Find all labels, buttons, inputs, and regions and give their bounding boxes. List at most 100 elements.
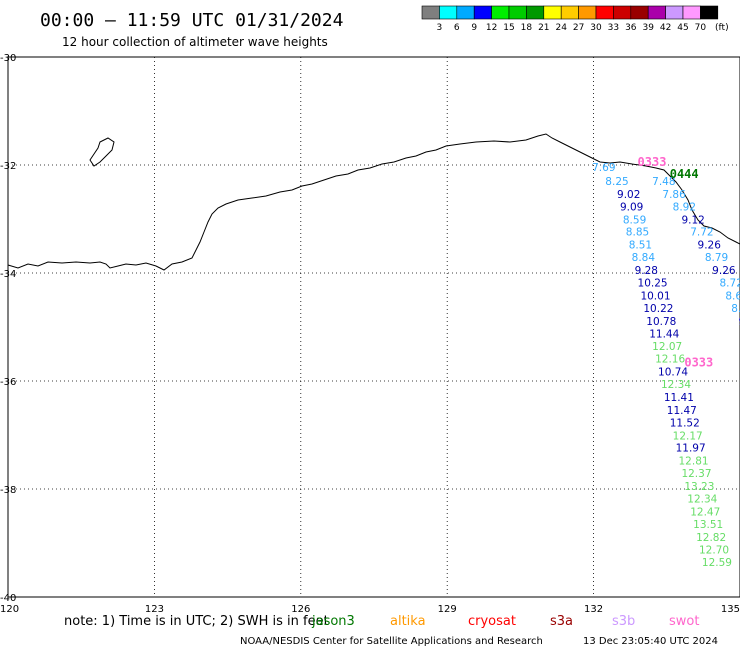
scale-label: 12 [486, 23, 497, 33]
scale-swatch [630, 5, 649, 20]
scale-label: 42 [660, 23, 671, 33]
wave-height-label: 8.79 [705, 252, 728, 264]
scale-swatch [508, 5, 527, 20]
wave-height-label: 12.82 [696, 532, 726, 544]
track-time-tag: 0444 [670, 167, 699, 181]
wave-height-label: 12.81 [679, 456, 709, 468]
wave-height-label: 10.01 [640, 290, 670, 302]
wave-height-label: 9.26 [739, 316, 740, 328]
lat-lon-grid [8, 57, 740, 597]
scale-label: 6 [454, 23, 460, 33]
scale-label: 33 [608, 23, 619, 33]
scale-label: 39 [642, 23, 654, 33]
wave-height-label: 8.67 [725, 290, 740, 302]
scale-swatch [526, 5, 545, 20]
wave-height-label: 12.47 [690, 506, 720, 518]
wave-height-label: 11.47 [667, 405, 697, 417]
track-time-tag: 0333 [684, 355, 713, 369]
wave-height-label: 8.72 [720, 278, 740, 290]
wave-height-label: 8.59 [623, 214, 646, 226]
wave-height-label: 8.25 [605, 176, 628, 188]
lat-tick-label: -30 [0, 53, 16, 64]
wave-height-label: 12.59 [702, 557, 732, 569]
wave-height-label: 9.26 [698, 240, 722, 252]
scale-swatch [700, 5, 719, 20]
lon-tick-label: 132 [584, 604, 603, 615]
wave-height-label: 12.07 [652, 341, 682, 353]
scale-swatch [560, 5, 579, 20]
satellite-legend-item: s3a [550, 614, 573, 629]
lon-tick-label: 120 [0, 604, 19, 615]
scale-swatch [647, 5, 666, 20]
generation-timestamp: 13 Dec 23:05:40 UTC 2024 [583, 636, 718, 647]
scale-swatch [682, 5, 701, 20]
lat-tick-label: -34 [0, 269, 16, 280]
wave-height-label: 8.85 [626, 227, 649, 239]
scale-label: 70 [695, 23, 707, 33]
satellite-legend-item: jason3 [311, 614, 355, 629]
map-frame [7, 56, 740, 598]
lon-tick-label: 135 [721, 604, 740, 615]
lat-tick-label: -32 [0, 161, 16, 172]
scale-swatch [439, 5, 458, 20]
wave-height-label: 10.22 [643, 303, 673, 315]
wave-height-label: 11.41 [664, 392, 694, 404]
wave-height-label: 11.97 [676, 443, 706, 455]
scale-label: 18 [521, 23, 533, 33]
wave-height-label: 13.51 [693, 519, 723, 531]
lon-tick-label: 129 [438, 604, 457, 615]
scale-label: 9 [471, 23, 477, 33]
map-subtitle: 12 hour collection of altimeter wave hei… [62, 35, 328, 49]
scale-swatch [543, 5, 562, 20]
scale-label: 3 [437, 23, 443, 33]
wave-height-label: 11.44 [649, 328, 679, 340]
map-title: 00:00 – 11:59 UTC 01/31/2024 [40, 10, 343, 31]
wave-height-label: 11.52 [670, 417, 700, 429]
scale-label: 15 [503, 23, 514, 33]
scale-label: 27 [573, 23, 584, 33]
wave-height-label: 10.25 [638, 278, 668, 290]
satellite-legend-item: swot [669, 614, 699, 629]
axis-tick-labels: 120 123 126 129 132 135 -30 -32 -34 -36 -38 -40 [0, 53, 740, 615]
wave-height-label: 9.28 [635, 265, 658, 277]
scale-swatch [456, 5, 475, 20]
scale-swatch [578, 5, 597, 20]
wave-height-label: 7.86 [662, 189, 686, 201]
scale-label: 24 [555, 23, 567, 33]
scale-label: 45 [677, 23, 688, 33]
footer-note: note: 1) Time is in UTC; 2) SWH is in fe… [64, 614, 329, 629]
wave-height-label: 12.37 [681, 468, 711, 480]
wave-height-label: 10.74 [658, 367, 688, 379]
satellite-legend-item: altika [390, 614, 426, 629]
satellite-legend: jason3 altika cryosat s3a s3b swot [311, 614, 699, 629]
island-coastline [89, 137, 115, 167]
scale-swatch [665, 5, 684, 20]
scale-label: 30 [590, 23, 602, 33]
scale-swatch [491, 5, 510, 20]
wave-height-label: 7.72 [690, 227, 713, 239]
wave-height-label: 12.17 [673, 430, 703, 442]
wave-height-label: 12.16 [655, 354, 685, 366]
credit-line: NOAA/NESDIS Center for Satellite Applica… [240, 636, 543, 647]
satellite-legend-item: cryosat [468, 614, 516, 629]
scale-swatch [595, 5, 614, 20]
scale-unit: (ft) [715, 23, 729, 33]
wave-height-label: 8.51 [629, 240, 652, 252]
wave-height-label: 7.69 [592, 162, 615, 174]
wave-height-label: 8.84 [632, 252, 656, 264]
lat-tick-label: -38 [0, 485, 16, 496]
color-scale: 3 6 9 12 15 18 21 24 27 30 33 36 39 42 45 70 (ft) [421, 5, 729, 33]
scale-label: 21 [538, 23, 549, 33]
satellite-track-tags: 044403330333033 [638, 155, 714, 369]
scale-swatch [473, 5, 492, 20]
wave-height-label: 10.78 [646, 316, 676, 328]
wave-height-label: 12.70 [699, 544, 729, 556]
wave-height-label: 9.09 [620, 201, 643, 213]
wave-height-label: 9.12 [681, 214, 704, 226]
wave-height-label: 12.34 [687, 494, 717, 506]
wave-height-label: 9.26 [712, 265, 736, 277]
scale-swatch [421, 5, 440, 20]
wave-height-label: 13.23 [684, 481, 714, 493]
lat-tick-label: -36 [0, 377, 16, 388]
